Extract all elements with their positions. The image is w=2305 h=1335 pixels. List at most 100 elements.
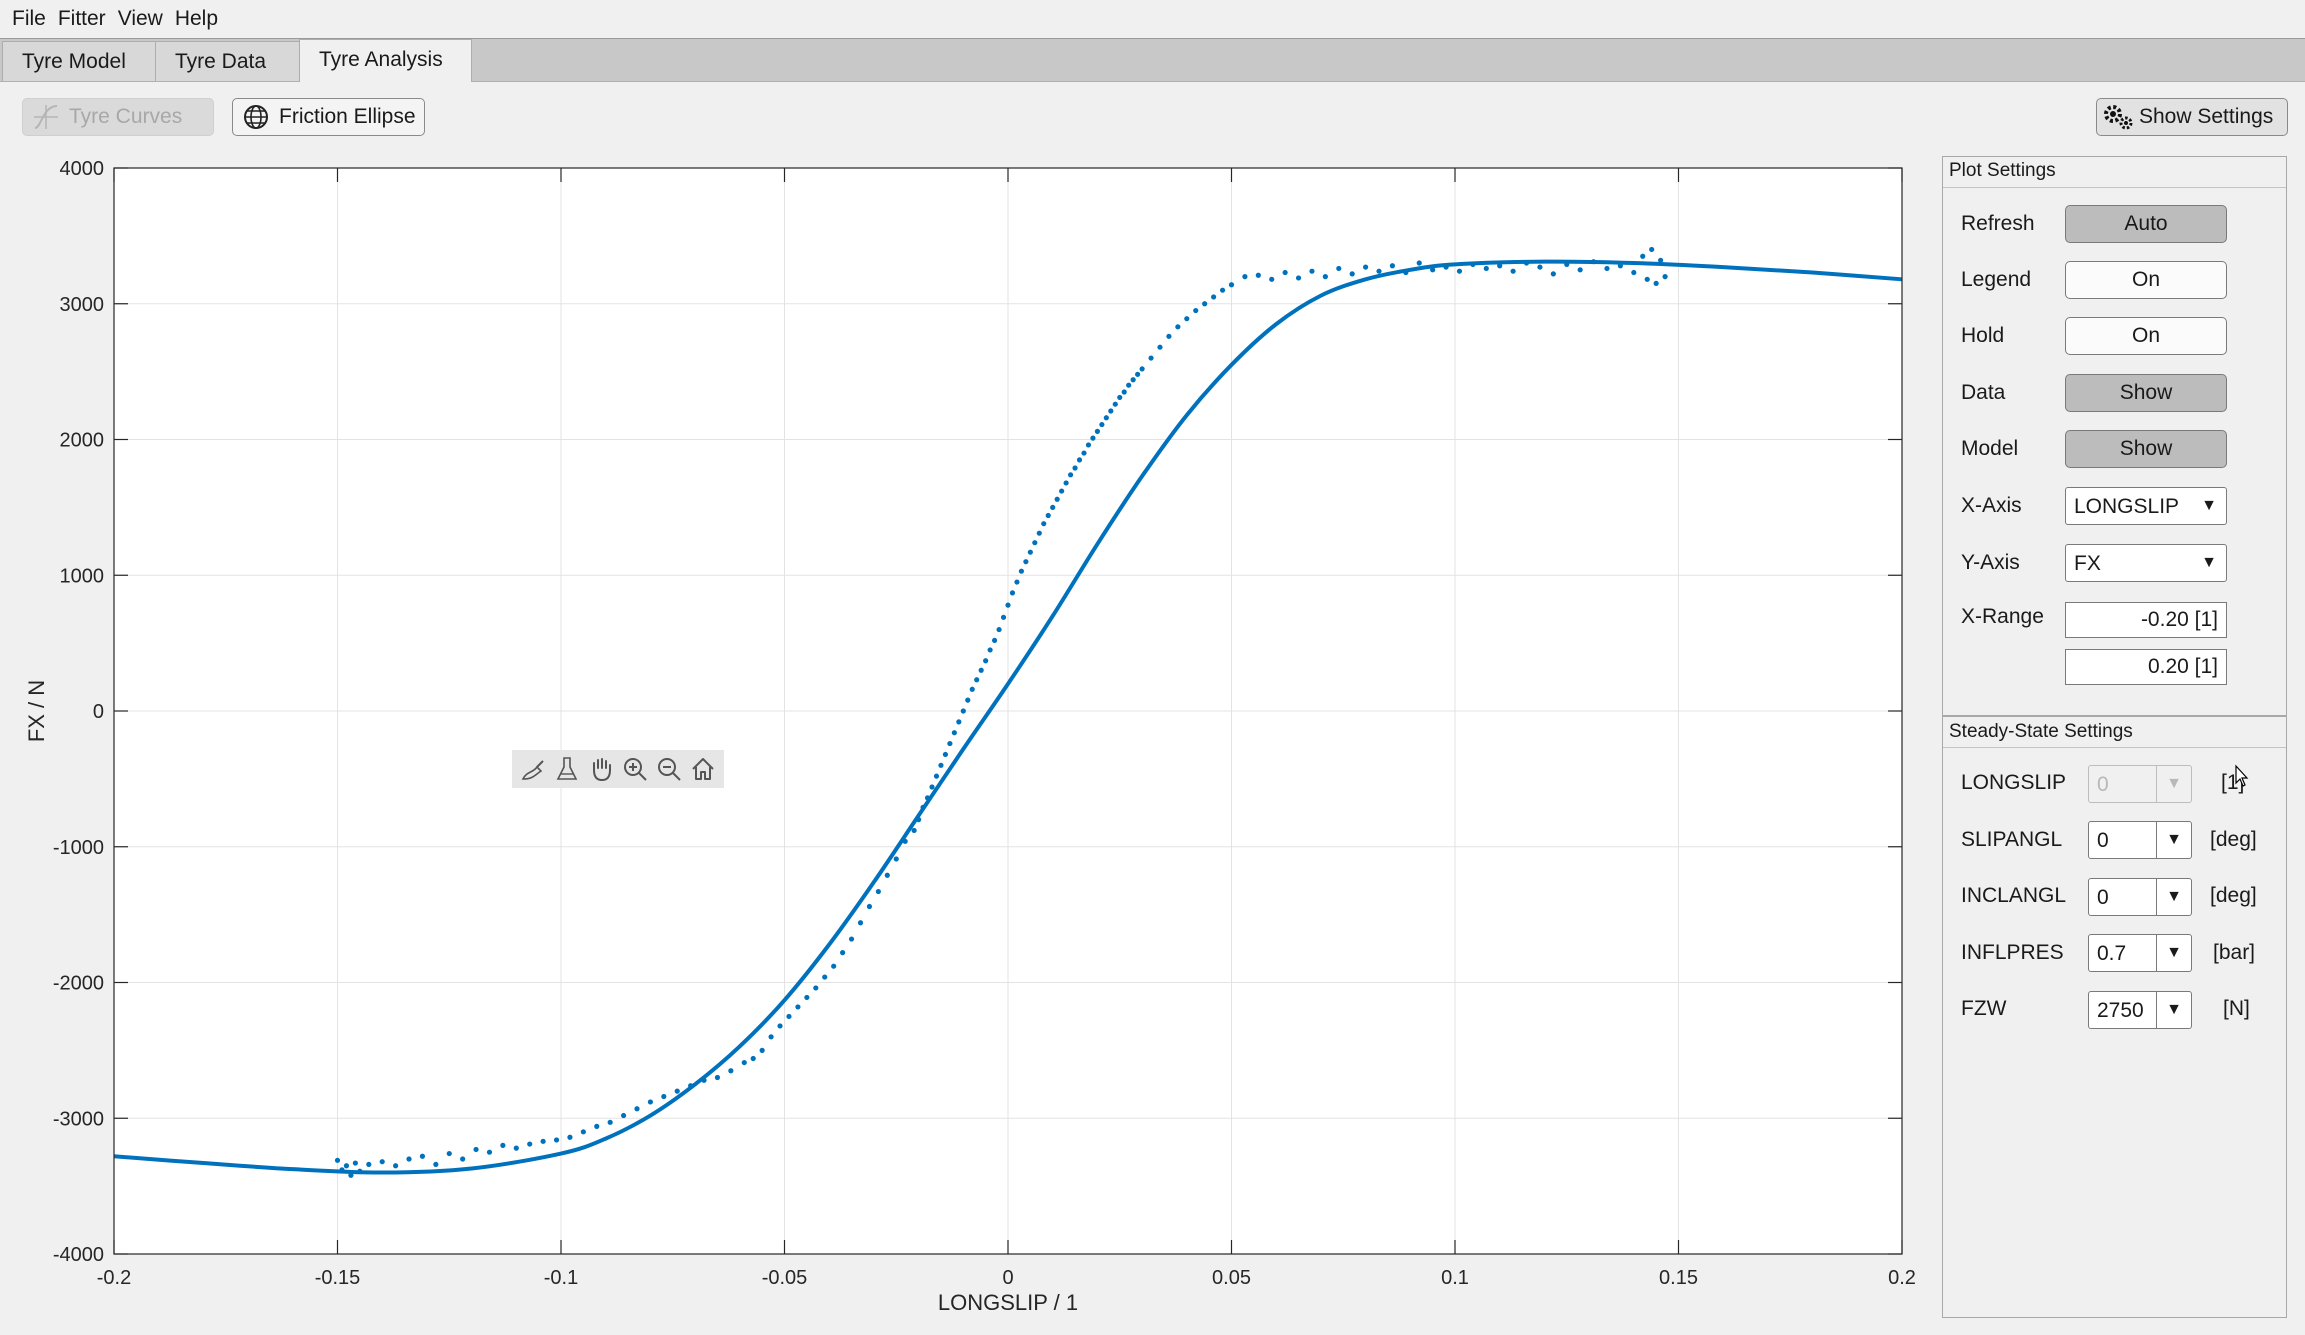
longslip-dropdown[interactable]: 0 ▼ [2088,765,2192,803]
data-point [674,1088,680,1094]
zoom-in-icon[interactable] [620,754,650,784]
data-point [1005,602,1011,608]
menu-view[interactable]: View [117,7,163,30]
data-point [1099,421,1105,428]
plot-settings-title: Plot Settings [1949,160,2056,181]
data-point [1403,269,1409,276]
data-point [983,658,989,664]
data-point [701,1077,707,1083]
data-point [1590,259,1597,265]
brush-icon[interactable] [518,754,548,784]
measured-data-points [334,246,1668,1178]
data-point [1322,274,1328,280]
tab-tyre-data[interactable]: Tyre Data [155,41,300,81]
data-point [1112,401,1118,407]
data-point [620,1112,627,1119]
data-point [1577,267,1583,273]
data-point [728,1068,734,1074]
tab-tyre-model[interactable]: Tyre Model [2,41,167,81]
chevron-down-icon: ▼ [2156,822,2191,858]
data-point [1242,274,1248,280]
data-point [473,1146,479,1153]
tab-tyre-analysis[interactable]: Tyre Analysis [299,39,472,82]
plot-axes[interactable]: -0.2 -0.15 -0.1 -0.05 0 0.05 0.1 0.15 0.2 -4000 -3… [0,0,1930,1335]
hold-label: Hold [1961,324,2005,347]
y-axis-select-label: Y-Axis [1961,551,2020,574]
x-axis-label: LONGSLIP / 1 [938,1290,1078,1315]
data-point [1117,394,1123,401]
data-point [1349,271,1355,277]
data-point [933,773,940,779]
tyre-curves-button[interactable]: Tyre Curves [22,98,214,136]
data-point [866,903,873,910]
data-point [813,985,819,991]
menu-fitter[interactable]: Fitter [57,7,106,30]
data-point [996,626,1002,633]
data-point [1443,264,1449,270]
data-point [1295,275,1302,281]
model-button[interactable]: Show [2065,430,2227,468]
data-point [540,1138,546,1144]
data-point [942,751,949,758]
data-point [1027,549,1033,555]
show-settings-button[interactable]: Show Settings [2096,98,2288,136]
x-range-max-field[interactable]: 0.20 [1] [2065,649,2227,685]
data-point [924,795,931,801]
data-point [688,1083,694,1089]
x-tick-label: 0.1 [1441,1267,1469,1289]
data-point [527,1141,533,1147]
slipangl-dropdown[interactable]: 0 ▼ [2088,821,2192,859]
data-point [1617,263,1623,269]
axes-toolbar [512,750,724,788]
x-axis-dropdown[interactable]: LONGSLIP ▼ [2065,487,2227,525]
inclangl-value: 0 [2097,886,2109,909]
plot-settings-panel: Plot Settings Refresh Auto Legend On Hol… [1942,156,2287,716]
x-tick-label: 0 [1002,1267,1013,1289]
fzw-value: 2750 [2097,999,2144,1022]
fzw-dropdown[interactable]: 2750 ▼ [2088,991,2192,1029]
zoom-out-icon[interactable] [654,754,684,784]
menu-help[interactable]: Help [174,7,219,30]
friction-ellipse-label: Friction Ellipse [279,105,416,128]
x-range-min-field[interactable]: -0.20 [1] [2065,602,2227,638]
fzw-unit: [N] [2223,997,2250,1020]
friction-ellipse-button[interactable]: Friction Ellipse [232,98,425,136]
data-point [857,920,864,926]
hold-button[interactable]: On [2065,317,2227,355]
menu-file[interactable]: File [12,7,46,30]
y-axis-dropdown[interactable]: FX ▼ [2065,544,2227,582]
data-point [1309,268,1315,274]
data-button[interactable]: Show [2065,374,2227,412]
inclangl-dropdown[interactable]: 0 ▼ [2088,878,2192,916]
data-point [1103,415,1109,421]
data-point [1063,480,1069,486]
data-point [357,1168,363,1174]
data-point [594,1123,600,1129]
refresh-button[interactable]: Auto [2065,205,2227,243]
data-point [406,1156,412,1162]
y-tick-label: 3000 [60,294,105,316]
home-icon[interactable] [688,754,718,784]
inflpres-label: INFLPRES [1961,941,2064,964]
longslip-value: 0 [2097,773,2109,796]
data-point [960,708,966,714]
data-point [393,1163,399,1169]
data-point [419,1153,426,1159]
data-point [486,1149,493,1155]
x-tick-label: -0.05 [762,1267,808,1289]
chevron-down-icon: ▼ [2201,554,2217,571]
pan-hand-icon[interactable] [586,754,616,784]
inflpres-dropdown[interactable]: 0.7 ▼ [2088,934,2192,972]
data-point [1009,590,1016,596]
model-label: Model [1961,437,2019,460]
legend-button[interactable]: On [2065,261,2227,299]
data-point [553,1137,560,1143]
data-point [951,730,957,736]
data-point [1090,435,1096,441]
data-tips-icon[interactable] [552,754,582,784]
data-point [1094,428,1100,434]
data-point [786,1013,792,1020]
data-point [1184,316,1190,322]
data-point [433,1161,439,1168]
data-point [500,1142,506,1148]
